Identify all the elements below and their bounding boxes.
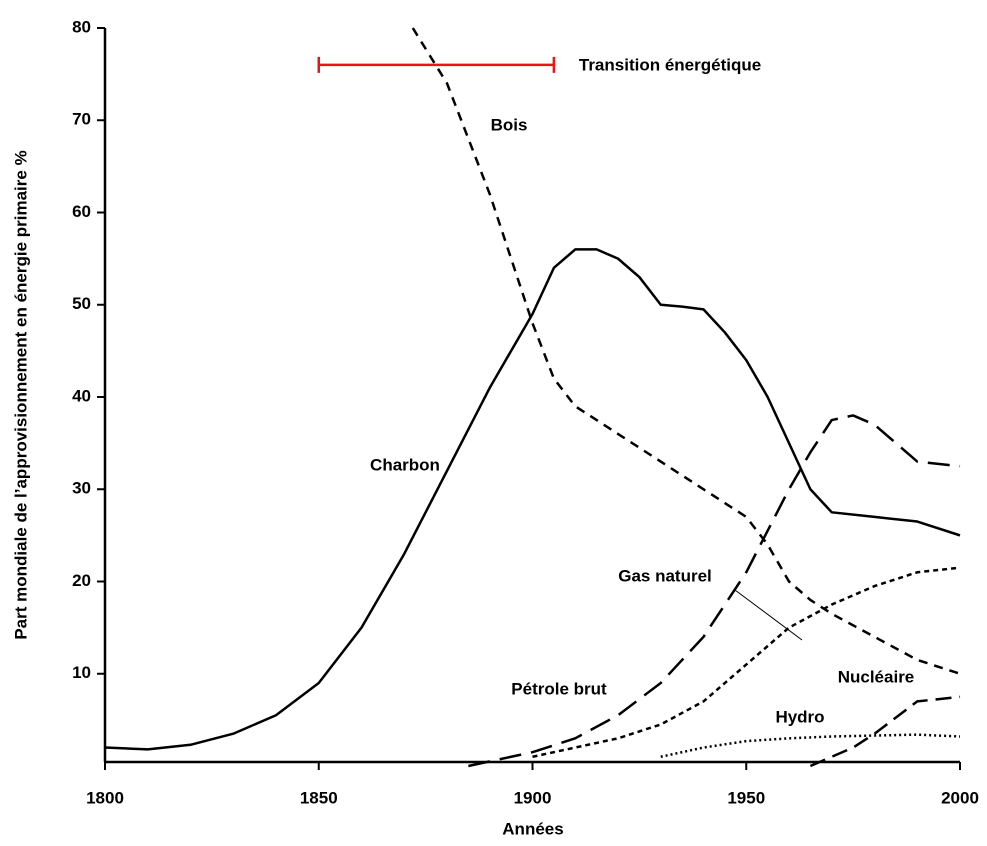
series-line <box>809 695 961 768</box>
y-tick-label: 60 <box>72 202 91 221</box>
x-tick-label: 1800 <box>86 788 124 807</box>
series-line <box>532 566 961 758</box>
series-label: Pétrole brut <box>511 679 607 698</box>
leader-line <box>734 589 803 641</box>
series-line <box>660 733 961 758</box>
series-label: Hydro <box>775 707 824 726</box>
series-label: Bois <box>491 115 528 134</box>
y-tick-label: 50 <box>72 294 91 313</box>
series-line <box>104 248 961 751</box>
y-tick-label: 10 <box>72 663 91 682</box>
series-label: Nucléaire <box>838 667 915 686</box>
x-tick-label: 2000 <box>941 788 979 807</box>
series-label: Charbon <box>370 455 440 474</box>
x-axis-title: Années <box>502 819 563 838</box>
y-tick-label: 70 <box>72 110 91 129</box>
x-tick-label: 1850 <box>300 788 338 807</box>
series-line <box>411 27 961 675</box>
series-label: Gas naturel <box>618 566 712 585</box>
transition-label: Transition énergétique <box>579 55 761 74</box>
y-tick-label: 80 <box>72 17 91 36</box>
series-line <box>468 414 961 768</box>
y-tick-label: 20 <box>72 571 91 590</box>
x-tick-label: 1900 <box>514 788 552 807</box>
x-tick-label: 1950 <box>727 788 765 807</box>
y-tick-label: 30 <box>72 479 91 498</box>
y-tick-label: 40 <box>72 386 91 405</box>
y-axis-title: Part mondiale de l’approvisionnement en … <box>11 150 30 639</box>
